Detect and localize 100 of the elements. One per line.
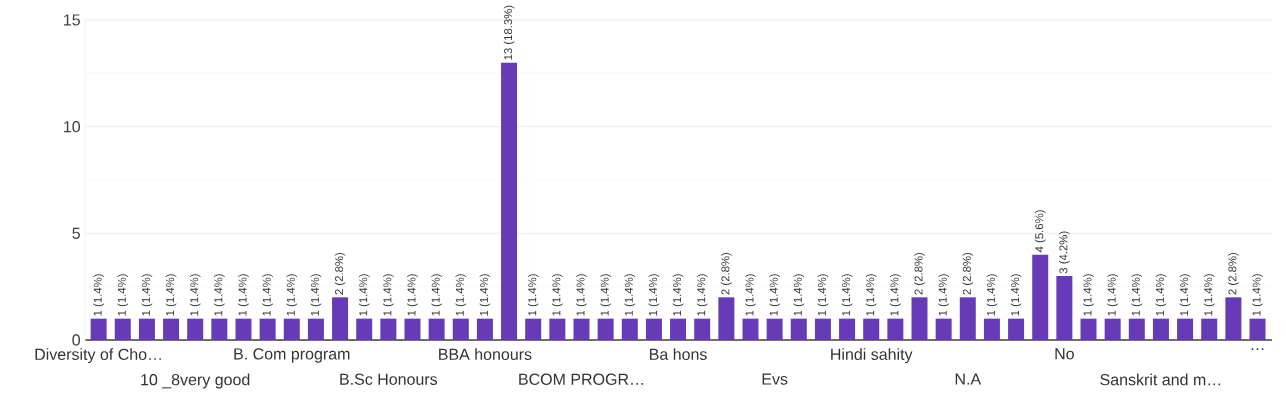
bar [1152,318,1169,340]
data-label: 2 (2.8%) [1228,252,1239,295]
data-label: 1 (1.4%) [672,274,684,316]
data-label: 1 (1.4%) [117,274,129,316]
data-label: 1 (1.4%) [576,274,587,316]
bar [1008,318,1025,340]
bar [1104,318,1121,340]
data-label: 1 (1.4%) [841,274,853,316]
x-tick-label: N.A [955,373,982,385]
x-tick-label: BBA honours [439,348,532,360]
bar [90,318,107,340]
data-label: 1 (1.4%) [214,274,225,316]
x-tick-label: No [1055,348,1074,360]
bar [549,318,566,340]
data-label: 1 (1.4%) [479,274,491,316]
data-label: 1 (1.4%) [286,274,298,316]
data-label: 1 (1.4%) [1131,274,1143,316]
bar [959,297,976,340]
data-label: 1 (1.4%) [793,274,805,316]
data-label: 1 (1.4%) [938,274,949,316]
bar [814,318,831,340]
x-tick-label: Ba hons [650,348,707,360]
data-label: 1 (1.4%) [383,274,394,316]
bar [597,318,614,340]
data-label: 2 (2.8%) [334,252,346,295]
bar [235,318,252,340]
bar [259,318,276,340]
bar [452,318,469,340]
x-tick-label: … [1251,348,1264,350]
x-tick-label: Sanskrit and m… [1100,373,1221,386]
data-label: 1 (1.4%) [527,274,539,316]
data-label: 1 (1.4%) [865,274,877,316]
data-label: 1 (1.4%) [1010,274,1022,316]
data-label: 2 (2.8%) [914,252,925,295]
y-tick-label: 0 [72,334,81,346]
data-label: 1 (1.4%) [890,274,901,316]
x-tick-label: BCOM PROGR… [519,373,643,385]
data-label: 2 (2.8%) [721,252,732,295]
data-label: 13 (18.3%) [503,5,515,60]
x-tick-label: 10 _8very good [141,373,250,389]
data-label: 1 (1.4%) [1107,274,1118,316]
data-label: 1 (1.4%) [310,274,322,316]
bar [935,318,952,340]
y-tick-label: 10 [64,121,81,133]
data-label: 1 (1.4%) [262,274,273,316]
bar [645,318,662,340]
y-tick-label: 5 [72,227,80,239]
bar [307,318,324,340]
bar [621,318,638,340]
data-label: 2 (2.8%) [962,252,974,295]
bar [211,318,228,340]
data-label: 1 (1.4%) [1083,274,1094,316]
data-label: 1 (1.4%) [745,274,756,316]
data-label: 1 (1.4%) [769,274,780,316]
bar [283,318,300,340]
x-tick-label: Evs [762,373,788,385]
bar [1225,297,1242,340]
bar [766,318,783,340]
bar [1128,318,1145,340]
bar [356,318,373,340]
data-label: 1 (1.4%) [817,274,829,316]
bar [863,318,880,340]
bar [839,318,856,340]
data-label: 1 (1.4%) [552,274,563,316]
data-label: 1 (1.4%) [431,274,442,316]
x-tick-label: B. Com program [234,348,350,363]
data-label: 3 (4.2%) [1059,231,1070,274]
bar [718,297,735,340]
data-label: 1 (1.4%) [455,274,467,316]
data-label: 1 (1.4%) [1179,274,1191,316]
bar [1177,318,1194,340]
bar [1249,318,1266,340]
bar [1056,275,1073,340]
bar [380,318,397,340]
bar [138,318,155,340]
data-label: 1 (1.4%) [93,274,104,316]
bar [428,318,445,340]
data-label: 1 (1.4%) [141,274,153,316]
bar [163,318,180,340]
bar [187,318,204,340]
x-tick-label: Hindi sahity [831,348,913,364]
bar [742,318,759,340]
bar [525,318,542,340]
bar [1032,254,1049,340]
data-label: 1 (1.4%) [624,274,636,316]
x-tick-label: B.Sc Honours [340,373,438,385]
data-label: 1 (1.4%) [1155,274,1167,316]
data-label: 1 (1.4%) [648,274,660,316]
bar [790,318,807,340]
bar [476,318,493,340]
data-label: 1 (1.4%) [1203,274,1215,316]
data-label: 1 (1.4%) [986,274,998,316]
bar [670,318,687,340]
bar [332,297,349,340]
data-label: 1 (1.4%) [165,274,177,316]
bar [983,318,1000,340]
bar [887,318,904,340]
y-tick-label: 15 [64,14,80,26]
bar [501,62,518,340]
bar [404,318,421,340]
